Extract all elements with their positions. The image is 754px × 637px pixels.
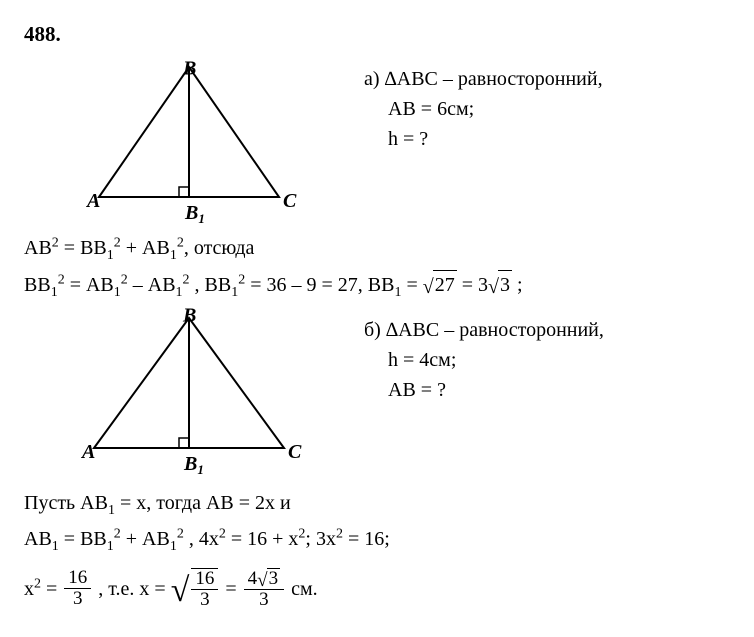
label-B1-b: B1 <box>183 453 204 477</box>
frac-16-3-b: 16 3 <box>191 568 218 610</box>
given-a-line1: а) ∆АВС – равносторонний, <box>364 65 730 93</box>
sol-b-l3-mid1: , т.е. х = <box>98 578 170 600</box>
solution-b-line1: Пусть АВ1 = х, тогда АВ = 2х и <box>24 489 730 521</box>
frac-4sqrt3-3: 4√3 3 <box>244 568 284 610</box>
given-a-line3: h = ? <box>364 125 730 153</box>
label-B: B <box>182 58 196 80</box>
part-b-figure: A B C B1 <box>24 308 364 483</box>
sqrt-icon: √ <box>423 273 434 301</box>
sol-a-l2-text: ВВ12 = АВ12 – АВ12 , ВВ12 = 36 – 9 = 27,… <box>24 274 423 296</box>
solution-a-line1: АВ2 = ВВ12 + АВ12, отсюда <box>24 233 730 265</box>
label-A: A <box>85 190 100 212</box>
label-C: C <box>283 190 297 212</box>
sqrt27: 27 <box>433 270 457 299</box>
sol-b-l1-text: Пусть АВ1 = х, тогда АВ = 2х и <box>24 492 291 514</box>
sol-b-l3-mid2: = <box>225 578 241 600</box>
sqrt3: 3 <box>498 270 512 299</box>
label-B1: B1 <box>184 202 205 226</box>
sol-a-semi: ; <box>512 274 523 296</box>
part-b-row: A B C B1 б) ∆АВС – равносторонний, h = 4… <box>24 308 730 483</box>
frac2-den: 3 <box>191 589 218 610</box>
solution-b-line2: АВ1 = ВВ12 + АВ12 , 4х2 = 16 + х2; 3х2 =… <box>24 525 730 557</box>
frac3-den: 3 <box>244 589 284 610</box>
frac2-num: 16 <box>191 569 218 589</box>
part-b-given: б) ∆АВС – равносторонний, h = 4см; АВ = … <box>364 308 730 406</box>
label-C-b: C <box>288 441 302 463</box>
sol-b-l3-end: см. <box>291 578 318 600</box>
frac3-sqrt: 3 <box>267 568 281 589</box>
sol-b-l2-text: АВ1 = ВВ12 + АВ12 , 4х2 = 16 + х2; 3х2 =… <box>24 528 390 550</box>
solution-b-line3: х2 = 16 3 , т.е. х = √ 16 3 = 4√3 3 см. <box>24 565 730 613</box>
part-a-given: а) ∆АВС – равносторонний, АВ = 6см; h = … <box>364 57 730 155</box>
given-a-line2: АВ = 6см; <box>364 95 730 123</box>
frac3-num-pre: 4 <box>248 568 258 589</box>
part-a-figure: A B C B1 <box>24 57 364 227</box>
sol-b-l3-pre: х2 = <box>24 578 62 600</box>
solution-a-line2: ВВ12 = АВ12 – АВ12 , ВВ12 = 36 – 9 = 27,… <box>24 270 730 303</box>
triangle-b: A B C B1 <box>74 308 314 483</box>
part-a-row: A B C B1 а) ∆АВС – равносторонний, АВ = … <box>24 57 730 227</box>
frac3-num: 4√3 <box>244 568 284 589</box>
given-b-line2: h = 4см; <box>364 346 730 374</box>
given-b-line3: АВ = ? <box>364 376 730 404</box>
sqrt-icon: √ <box>488 273 499 301</box>
label-A-b: A <box>80 441 95 463</box>
problem-number: 488. <box>24 20 730 49</box>
frac-16-3-a: 16 3 <box>64 568 91 609</box>
frac1-den: 3 <box>64 588 91 609</box>
big-sqrt-icon: √ <box>171 567 190 615</box>
frac1-num: 16 <box>64 568 91 588</box>
sol-a-l1-text: АВ2 = ВВ12 + АВ12, отсюда <box>24 237 254 259</box>
triangle-a: A B C B1 <box>79 57 309 227</box>
sol-a-eq: = 3 <box>457 274 488 296</box>
label-B-b: B <box>182 308 196 327</box>
given-b-line1: б) ∆АВС – равносторонний, <box>364 316 730 344</box>
sqrt-icon: √ <box>257 571 267 591</box>
